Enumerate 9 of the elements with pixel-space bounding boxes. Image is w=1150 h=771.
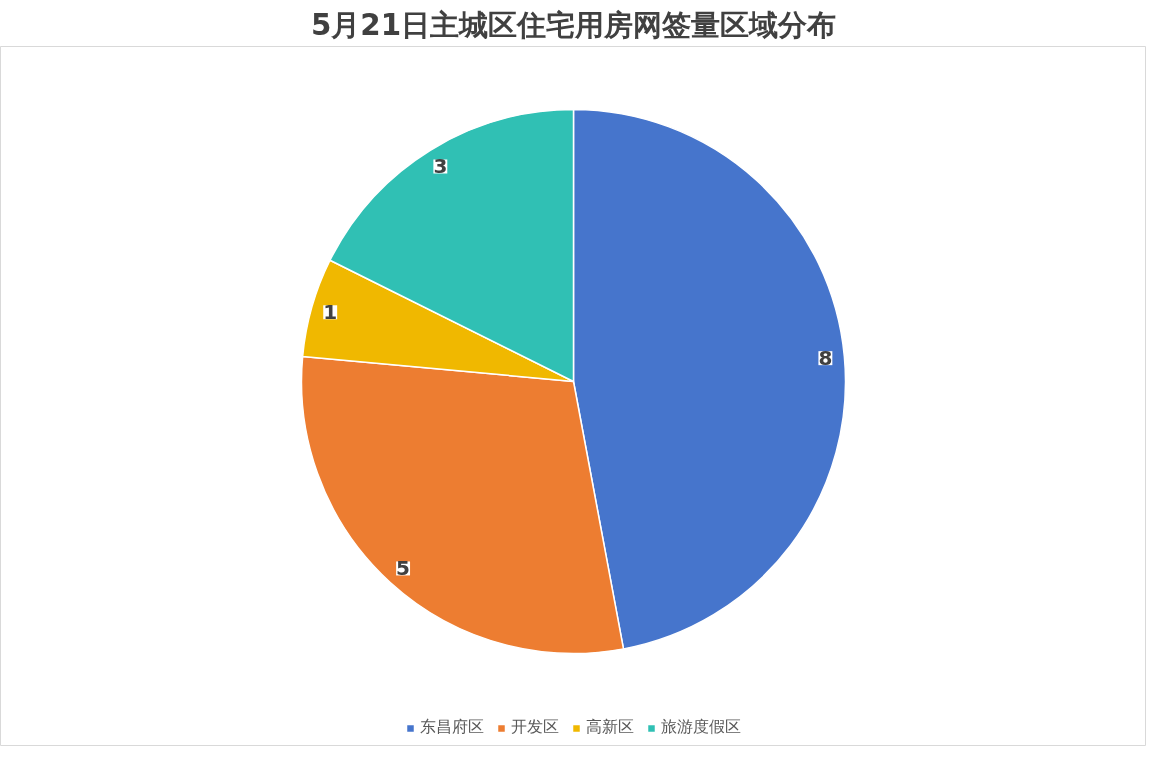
legend-label: 旅游度假区	[661, 717, 741, 738]
data-label: 1	[323, 300, 338, 325]
legend-label: 东昌府区	[420, 717, 484, 738]
legend-label: 开发区	[511, 717, 559, 738]
data-label: 5	[396, 556, 411, 581]
data-label: 8	[818, 346, 833, 371]
legend-label: 高新区	[586, 717, 634, 738]
data-label: 3	[433, 154, 448, 179]
chart-title: 5月21日主城区住宅用房网签量区域分布	[310, 7, 837, 42]
